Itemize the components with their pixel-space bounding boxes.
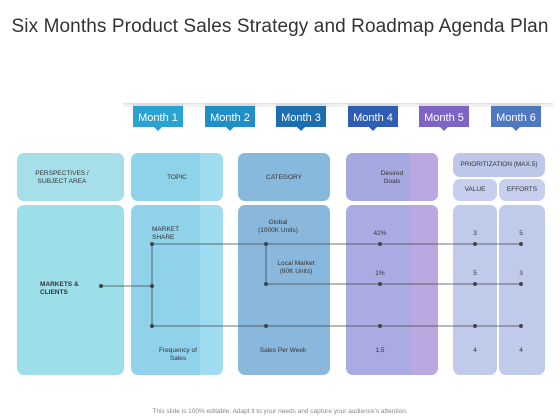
goal-local-value: 1% xyxy=(375,270,385,277)
month-tab-2: Month 2 xyxy=(205,103,255,127)
month-pointer-5 xyxy=(440,127,448,131)
month-tab-6: Month 6 xyxy=(491,103,541,127)
value-global: 3 xyxy=(473,230,477,237)
month-tab-5: Month 5 xyxy=(419,103,469,127)
value-body-box xyxy=(453,205,497,375)
goals-body-shade xyxy=(410,205,438,375)
markets-clients-label: MARKETS & CLIENTS xyxy=(40,281,79,296)
value-header: VALUE xyxy=(464,186,486,193)
value-local: 5 xyxy=(473,270,477,277)
efforts-header: EFFORTS xyxy=(506,186,538,193)
month-pointer-2 xyxy=(226,127,234,131)
goal-global-value: 42% xyxy=(373,230,387,237)
perspectives-header: PERSPECTIVES / SUBJECT AREA xyxy=(35,170,89,185)
perspectives-header-box xyxy=(17,153,124,201)
topic-header: TOPIC xyxy=(167,174,187,181)
month-pointer-4 xyxy=(369,127,377,131)
goal-sales-value: 1,5 xyxy=(375,347,385,354)
topic-shade xyxy=(200,153,223,201)
month-pointer-3 xyxy=(297,127,305,131)
efforts-header-box xyxy=(499,179,545,201)
month-pointer-1 xyxy=(154,127,162,131)
value-header-box xyxy=(453,179,497,201)
efforts-sales: 4 xyxy=(519,347,523,354)
efforts-global: 5 xyxy=(519,230,523,237)
prioritization-header: PRIORITIZATION (MAX.5) xyxy=(460,161,538,168)
footer-note: This slide is 100% editable. Adapt it to… xyxy=(152,408,408,415)
slide-title: Six Months Product Sales Strategy and Ro… xyxy=(11,16,549,37)
goals-header: Desired Goals xyxy=(380,170,404,185)
local-market-label: Local Market (80K Units) xyxy=(277,260,315,275)
category-header: CATEGORY xyxy=(266,174,302,181)
value-sales: 4 xyxy=(473,347,477,354)
prioritization-header-box xyxy=(453,153,545,177)
month-tab-1: Month 1 xyxy=(133,103,183,127)
month-timeline-bar xyxy=(123,103,553,107)
market-share-label: MARKET SHARE xyxy=(152,226,180,241)
month-pointer-6 xyxy=(512,127,520,131)
topic-body-shade xyxy=(200,205,223,375)
category-body-box xyxy=(238,205,330,375)
global-units-label: Global (1000K Units) xyxy=(258,219,298,234)
goals-shade xyxy=(410,153,438,201)
month-tab-4: Month 4 xyxy=(348,103,398,127)
month-tab-3: Month 3 xyxy=(276,103,326,127)
perspectives-body-box xyxy=(17,205,124,375)
frequency-sales-label: Frequency of Sales xyxy=(159,347,197,362)
category-header-box xyxy=(238,153,330,201)
efforts-local: 3 xyxy=(519,270,523,277)
sales-per-week-label: Sales Per Week xyxy=(259,347,307,354)
efforts-body-box xyxy=(499,205,545,375)
